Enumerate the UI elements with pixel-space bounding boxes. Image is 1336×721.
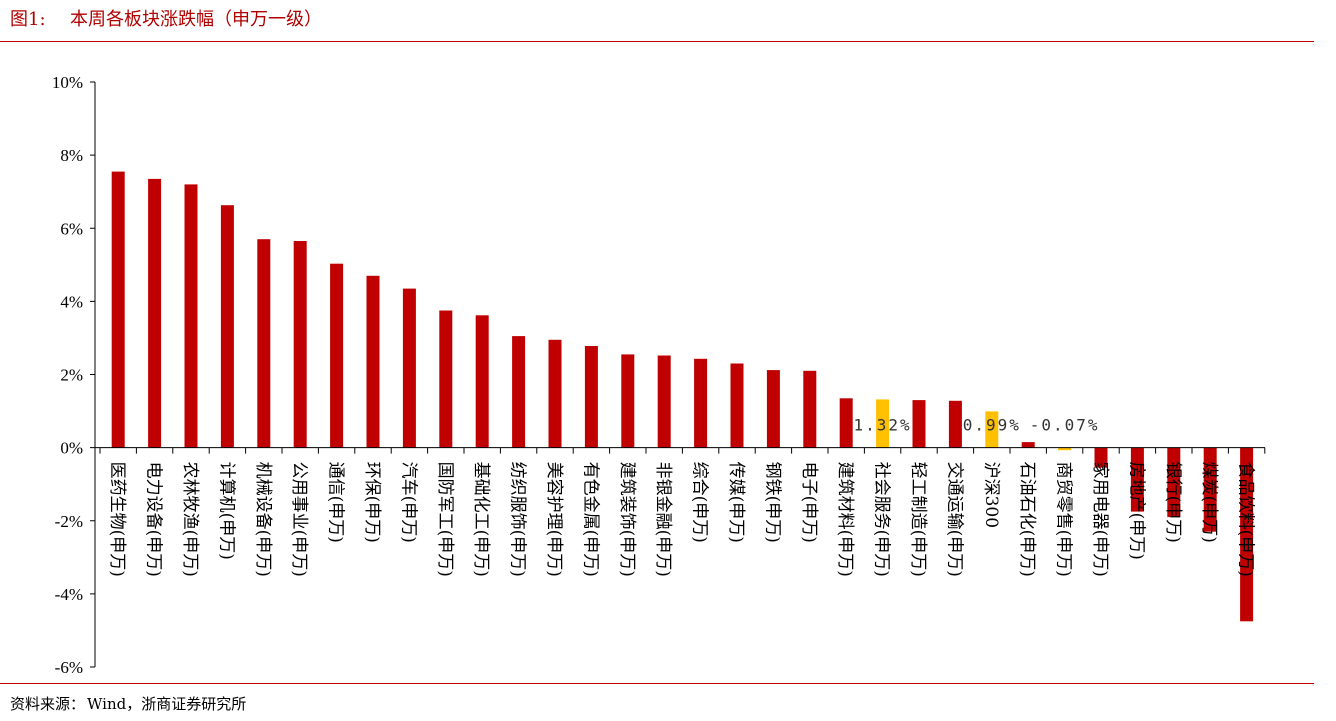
source-note: 资料来源： Wind，浙商证券研究所	[10, 693, 246, 714]
bar-25	[985, 411, 999, 448]
bar-8	[366, 275, 380, 448]
bar-3	[184, 184, 198, 448]
x-category-label: 非银金融(申万)	[653, 462, 673, 577]
x-category-label: 房地产(申万)	[1126, 462, 1146, 560]
data-label: 0.99%	[963, 416, 1021, 435]
chart-header: 图1: 本周各板块涨跌幅（申万一级）	[10, 6, 322, 34]
chart-title: 本周各板块涨跌幅（申万一级）	[70, 9, 322, 30]
bar-21	[839, 398, 853, 448]
x-category-label: 有色金属(申万)	[580, 462, 600, 577]
data-label: -0.07%	[1030, 416, 1100, 435]
x-category-label: 商贸零售(申万)	[1054, 462, 1074, 577]
x-category-label: 建筑装饰(申万)	[617, 462, 637, 577]
bar-23	[912, 400, 926, 448]
x-category-label: 煤炭(申万)	[1199, 462, 1219, 543]
x-category-label: 石油石化(申万)	[1017, 462, 1037, 577]
x-category-label: 基础化工(申万)	[471, 462, 491, 577]
bar-11	[475, 315, 489, 448]
bar-22	[876, 399, 890, 448]
x-category-label: 沪深300	[981, 462, 1001, 528]
x-category-label: 综合(申万)	[690, 462, 710, 543]
x-category-label: 电力设备(申万)	[144, 462, 164, 577]
bar-13	[548, 339, 562, 448]
footer-rule	[0, 683, 1314, 684]
y-tick-label: 8%	[60, 146, 83, 165]
y-tick-label: 6%	[60, 219, 83, 238]
x-category-label: 农林牧渔(申万)	[180, 462, 200, 577]
data-label: 1.32%	[854, 416, 912, 435]
y-tick-label: -6%	[55, 658, 83, 677]
bar-30	[1167, 447, 1181, 518]
x-category-label: 电子(申万)	[799, 462, 819, 543]
figure-number: 图1:	[10, 9, 46, 30]
bar-19	[766, 370, 780, 448]
x-category-label: 家用电器(申万)	[1090, 462, 1110, 577]
x-category-label: 钢铁(申万)	[762, 462, 782, 543]
bar-28	[1094, 447, 1108, 468]
x-category-label: 国防军工(申万)	[435, 462, 455, 577]
bar-20	[803, 370, 817, 448]
source-label: 资料来源：	[10, 695, 86, 713]
y-tick-label: 2%	[60, 366, 83, 385]
bar-16	[657, 355, 671, 448]
bar-14	[584, 346, 598, 448]
bar-26	[1021, 442, 1035, 448]
bar-5	[257, 239, 271, 448]
y-tick-label: 10%	[52, 73, 83, 92]
x-category-label: 通信(申万)	[326, 462, 346, 543]
bar-2	[148, 178, 162, 448]
bar-24	[948, 400, 962, 448]
bar-1	[111, 171, 125, 448]
x-category-label: 传媒(申万)	[726, 462, 746, 543]
x-category-label: 轻工制造(申万)	[908, 462, 928, 577]
bar-6	[293, 241, 307, 448]
source-text: Wind，浙商证券研究所	[87, 695, 247, 713]
header-rule	[0, 41, 1314, 42]
x-category-label: 银行(申万)	[1163, 462, 1183, 543]
x-category-label: 公用事业(申万)	[289, 462, 309, 577]
bar-4	[220, 205, 234, 448]
x-category-label: 环保(申万)	[362, 462, 382, 543]
y-tick-label: -2%	[55, 512, 83, 531]
labels-layer: 医药生物(申万) 电力设备(申万) 农林牧渔(申万) 计算机(申万) 机械设备(申万) 公…	[107, 416, 1255, 577]
x-category-label: 社会服务(申万)	[872, 462, 892, 577]
x-category-label: 建筑材料(申万)	[835, 462, 855, 577]
x-category-label: 计算机(申万)	[216, 462, 236, 560]
axes-layer: 10% 8% 6% 4% 2% 0% -2% -4% -6%	[52, 73, 1266, 677]
x-category-label: 机械设备(申万)	[253, 462, 273, 577]
x-category-label: 美容护理(申万)	[544, 462, 564, 577]
x-category-label: 纺织服饰(申万)	[508, 462, 528, 577]
y-tick-label: 0%	[60, 439, 83, 458]
bar-7	[330, 263, 344, 448]
bar-9	[402, 288, 416, 448]
bar-32	[1240, 447, 1254, 622]
x-category-label: 医药生物(申万)	[107, 462, 127, 577]
bar-12	[512, 336, 526, 448]
x-category-label: 汽车(申万)	[398, 462, 418, 543]
y-tick-label: 4%	[60, 292, 83, 311]
bar-29	[1130, 447, 1144, 512]
bar-15	[621, 354, 635, 448]
bar-18	[730, 363, 744, 448]
bars-layer	[111, 171, 1254, 622]
x-category-label: 交通运输(申万)	[944, 462, 964, 577]
bar-27	[1058, 447, 1072, 451]
bar-31	[1203, 447, 1217, 532]
bar-17	[694, 358, 708, 448]
x-category-label: 食品饮料(申万)	[1236, 462, 1256, 577]
bar-10	[439, 310, 453, 448]
y-tick-label: -4%	[55, 585, 83, 604]
